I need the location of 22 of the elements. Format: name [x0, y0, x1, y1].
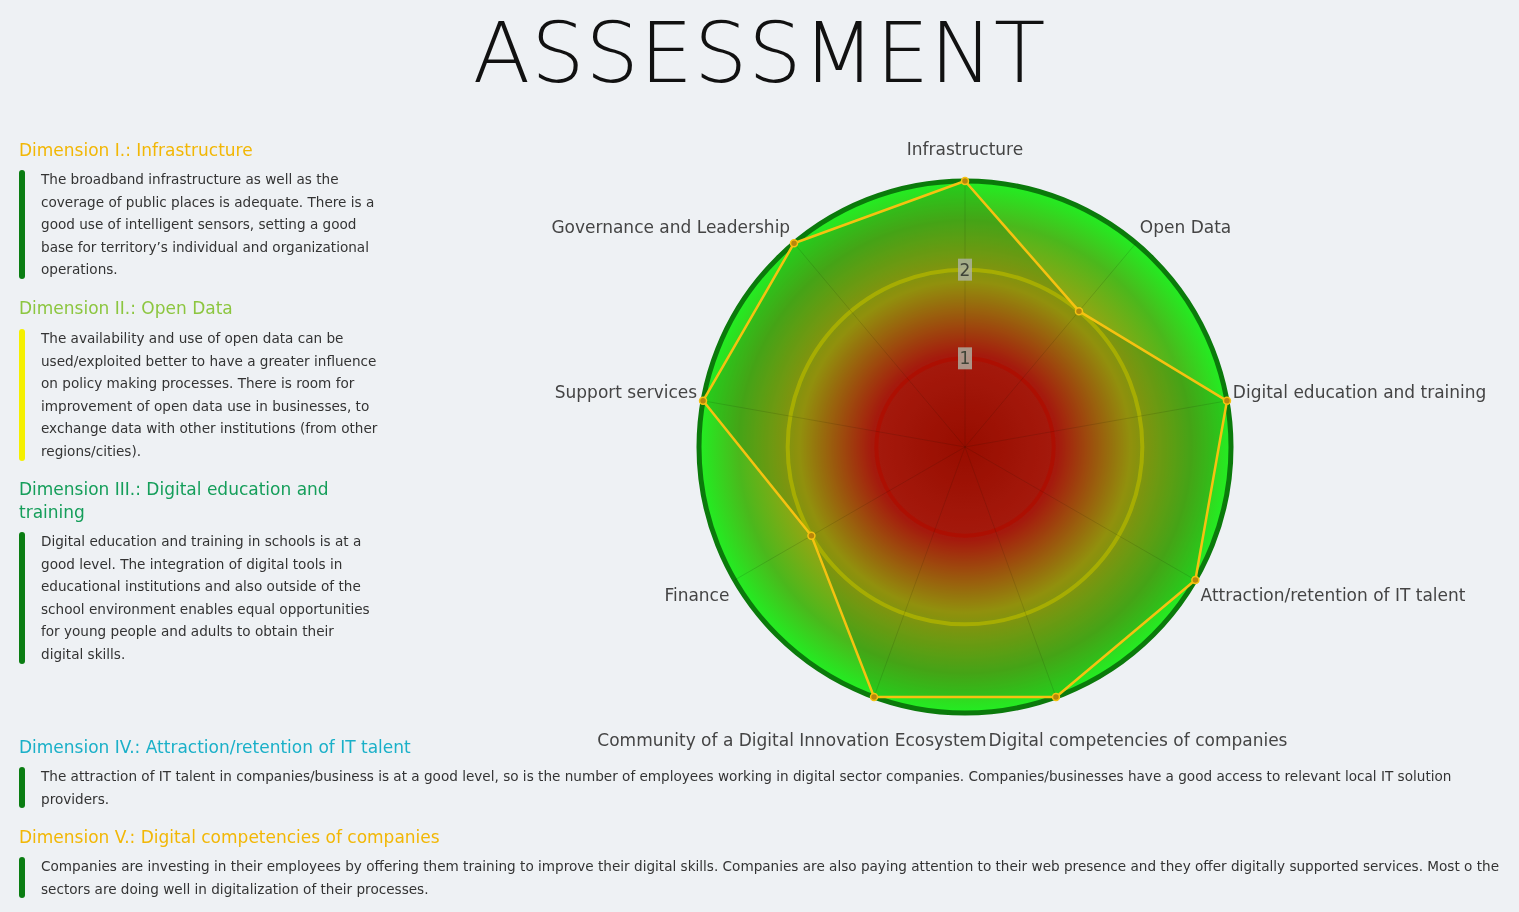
text: Dimension IV.: Attraction/retention of IT talent: [19, 737, 411, 757]
chart-title: ASSESSMENT: [471, 4, 1048, 102]
spoke-label: Digital competencies of companies: [988, 730, 1288, 751]
spoke-label: Infrastructure: [906, 139, 1024, 159]
text: Dimension II.: Open Data: [19, 297, 234, 320]
text: The attraction of IT talent in companies/business is at a good level, so is the number of employees working in digital sector companies. Companies/businesses have a good access to relevant local IT solution providers.: [41, 768, 1452, 807]
spoke-label: Open Data: [1139, 216, 1232, 237]
spoke-label: Finance: [664, 585, 730, 605]
text: Companies are investing in their employees by offering them training to improve their digital skills. Companies are also paying attention to their web presence and they offer digitally supported services. Most o the sectors are doing well in digitalization of their processes.: [41, 858, 1500, 897]
y-tick-label: 1: [959, 348, 971, 369]
spoke-label: Governance and Leadership: [551, 216, 791, 237]
spoke-label: Support services: [554, 382, 698, 403]
text: Dimension V.: Digital competencies of companies: [19, 826, 441, 849]
y-tick-label: 2: [959, 259, 971, 280]
spoke-label: Digital education and training: [1232, 382, 1487, 403]
text: Dimension III.: Digital education and training: [19, 478, 330, 524]
text: The availability and use of open data can be used/exploited better to have a greater influence on policy making processes. There is room for improvement of open data use in businesses, to exchange data with other institutions (from other regions/cities).: [41, 330, 378, 459]
spoke-label: Attraction/retention of IT talent: [1200, 585, 1466, 605]
text: Digital education and training in schools is at a good level. The integration of digital tools in educational institutions and also outside of the school environment enables equal opportunities for young people and adults to obtain their digital skills.: [41, 533, 370, 662]
text: Dimension I.: Infrastructure: [19, 139, 254, 162]
text: The broadband infrastructure as well as the coverage of public places is adequate. There is a good use of intelligent sensors, setting a good base for territory’s individual and organizational operations.: [41, 171, 375, 278]
spoke-label: Community of a Digital Innovation Ecosystem: [597, 730, 987, 751]
